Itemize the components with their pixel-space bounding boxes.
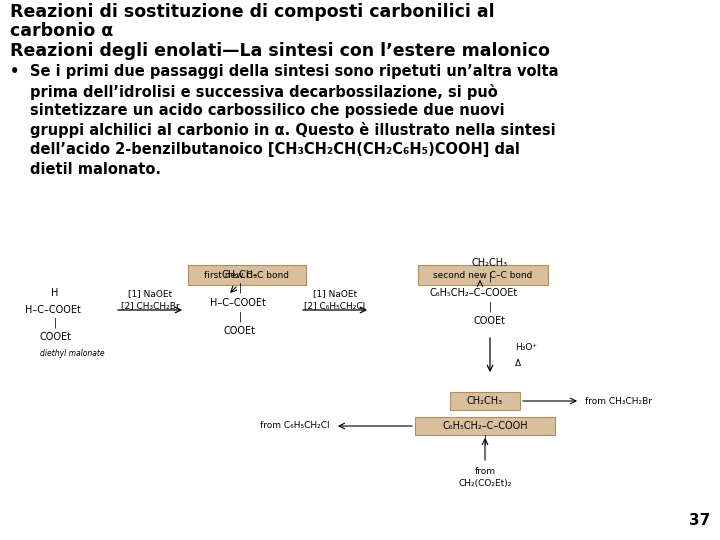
Text: from: from [474, 467, 495, 476]
Text: Reazioni degli enolati—La sintesi con l’estere malonico: Reazioni degli enolati—La sintesi con l’… [10, 42, 550, 60]
Text: |: | [53, 318, 57, 328]
Text: Se i primi due passaggi della sintesi sono ripetuti un’altra volta: Se i primi due passaggi della sintesi so… [30, 64, 559, 79]
Text: [2] CH₃CH₂Br: [2] CH₃CH₂Br [121, 301, 179, 310]
Text: diethyl malonate: diethyl malonate [40, 348, 104, 357]
Text: gruppi alchilici al carbonio in α. Questo è illustrato nella sintesi: gruppi alchilici al carbonio in α. Quest… [30, 123, 556, 138]
Text: •: • [10, 64, 19, 79]
Text: second new C–C bond: second new C–C bond [433, 271, 533, 280]
Text: [1] NaOEt: [1] NaOEt [128, 289, 172, 299]
Text: prima dell’idrolisi e successiva decarbossilazione, si può: prima dell’idrolisi e successiva decarbo… [30, 84, 498, 99]
FancyBboxPatch shape [188, 265, 306, 285]
Text: [2] C₆H₅CH₂Cl: [2] C₆H₅CH₂Cl [305, 301, 366, 310]
Text: dell’acido 2-benzilbutanoico [CH₃CH₂CH(CH₂C₆H₅)COOH] dal: dell’acido 2-benzilbutanoico [CH₃CH₂CH(C… [30, 142, 520, 157]
Text: COOEt: COOEt [474, 316, 506, 326]
Text: |: | [488, 302, 492, 312]
Text: H: H [51, 288, 59, 298]
Text: from C₆H₅CH₂Cl: from C₆H₅CH₂Cl [261, 422, 330, 430]
FancyBboxPatch shape [415, 417, 555, 435]
Text: 37: 37 [689, 513, 710, 528]
Text: CH₂CH₃: CH₂CH₃ [222, 270, 258, 280]
FancyBboxPatch shape [418, 265, 548, 285]
FancyBboxPatch shape [450, 392, 520, 410]
Text: Δ: Δ [515, 359, 521, 368]
Text: COOEt: COOEt [224, 326, 256, 336]
Text: |: | [238, 283, 242, 293]
Text: |: | [488, 272, 492, 282]
Text: C₆H₅CH₂–C–COOH: C₆H₅CH₂–C–COOH [442, 421, 528, 431]
Text: H₃O⁺: H₃O⁺ [515, 342, 537, 352]
Text: first new C–C bond: first new C–C bond [204, 271, 289, 280]
Text: dietil malonato.: dietil malonato. [30, 161, 161, 177]
Text: |: | [483, 435, 487, 446]
Text: C₆H₅CH₂–C–COOEt: C₆H₅CH₂–C–COOEt [430, 288, 518, 298]
Text: from CH₃CH₂Br: from CH₃CH₂Br [585, 396, 652, 406]
Text: CH₂CH₃: CH₂CH₃ [472, 258, 508, 268]
Text: sintetizzare un acido carbossilico che possiede due nuovi: sintetizzare un acido carbossilico che p… [30, 103, 505, 118]
Text: CH₂(CO₂Et)₂: CH₂(CO₂Et)₂ [459, 479, 512, 488]
Text: Reazioni di sostituzione di composti carbonilici al: Reazioni di sostituzione di composti car… [10, 3, 495, 21]
Text: carbonio α: carbonio α [10, 22, 113, 40]
Text: CH₂CH₃: CH₂CH₃ [467, 396, 503, 406]
Text: H–C–COOEt: H–C–COOEt [25, 305, 81, 315]
Text: |: | [238, 312, 242, 322]
Text: [1] NaOEt: [1] NaOEt [313, 289, 357, 299]
Text: COOEt: COOEt [39, 332, 71, 342]
Text: H–C–COOEt: H–C–COOEt [210, 298, 266, 308]
